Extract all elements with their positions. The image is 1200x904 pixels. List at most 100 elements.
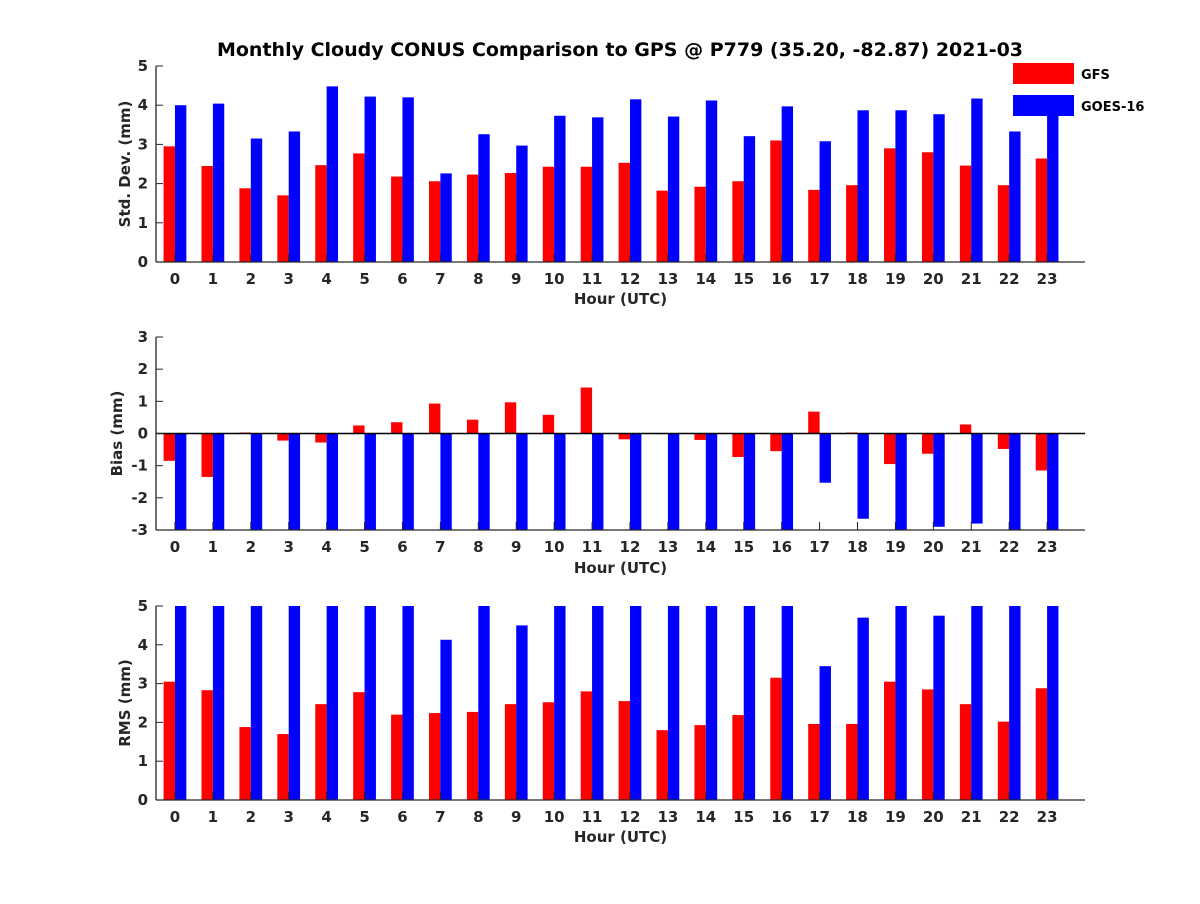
- bars: [163, 86, 1059, 262]
- bar: [478, 606, 490, 800]
- bar: [250, 433, 263, 530]
- x-tick-label: 17: [809, 808, 830, 826]
- bar: [808, 411, 820, 434]
- y-tick-label: 1: [138, 214, 148, 232]
- legend-label: GOES-16: [1081, 100, 1144, 115]
- bar: [694, 433, 706, 440]
- y-tick-label: 0: [138, 253, 148, 271]
- bar: [656, 730, 668, 800]
- bar: [364, 96, 376, 262]
- bar: [884, 433, 896, 465]
- bar: [743, 433, 756, 530]
- x-tick-label: 12: [620, 270, 641, 288]
- bar: [516, 145, 528, 262]
- bar: [429, 713, 441, 800]
- y-tick-label: 2: [138, 713, 148, 731]
- bar: [288, 433, 301, 530]
- x-tick-label: 10: [544, 270, 565, 288]
- x-tick-label: 18: [847, 538, 868, 556]
- x-tick-label: 6: [397, 270, 407, 288]
- x-tick-label: 2: [246, 808, 256, 826]
- bars: [163, 606, 1059, 800]
- bar: [288, 606, 301, 800]
- y-tick-label: 3: [138, 675, 148, 693]
- x-tick-label: 4: [321, 270, 331, 288]
- bar: [391, 714, 403, 800]
- bar: [212, 606, 225, 800]
- x-tick-label: 15: [733, 808, 754, 826]
- bar: [1009, 433, 1021, 530]
- bar: [846, 185, 858, 262]
- bar: [1047, 606, 1059, 800]
- bar: [656, 190, 668, 262]
- y-tick-label: -2: [131, 489, 148, 507]
- y-tick-label: -3: [131, 521, 148, 539]
- bar: [732, 715, 744, 800]
- x-tick-label: 1: [208, 270, 218, 288]
- bar: [997, 721, 1010, 800]
- bar: [1009, 606, 1021, 800]
- bar: [277, 734, 289, 800]
- x-tick-label: 5: [359, 808, 369, 826]
- y-tick-label: 0: [138, 791, 148, 809]
- y-axis-label: Std. Dev. (mm): [116, 101, 134, 228]
- x-tick-label: 18: [847, 808, 868, 826]
- bar: [1035, 158, 1048, 262]
- x-tick-label: 4: [321, 808, 331, 826]
- bar: [629, 99, 642, 262]
- y-tick-label: 5: [138, 597, 148, 615]
- x-axis-label: Hour (UTC): [574, 828, 667, 846]
- bar: [542, 166, 555, 262]
- bar: [694, 186, 706, 262]
- bar: [326, 86, 339, 262]
- bar: [743, 136, 756, 262]
- x-tick-label: 16: [771, 808, 792, 826]
- bar: [705, 606, 718, 800]
- bar: [288, 131, 301, 262]
- bar: [554, 433, 566, 530]
- bar: [239, 727, 251, 800]
- bar: [819, 666, 831, 800]
- bar: [516, 625, 528, 800]
- x-tick-label: 13: [657, 808, 678, 826]
- x-tick-label: 8: [473, 538, 483, 556]
- x-tick-label: 10: [544, 808, 565, 826]
- bar: [819, 141, 831, 262]
- bar: [353, 153, 365, 262]
- x-tick-label: 8: [473, 808, 483, 826]
- bar: [163, 433, 175, 461]
- bar: [364, 606, 376, 800]
- bar: [466, 711, 479, 800]
- bars: [163, 387, 1059, 530]
- x-tick-label: 21: [961, 270, 982, 288]
- bar: [212, 103, 225, 262]
- x-tick-label: 23: [1037, 538, 1058, 556]
- bar: [542, 414, 555, 434]
- x-tick-label: 14: [695, 808, 716, 826]
- x-tick-label: 10: [544, 538, 565, 556]
- bar: [504, 402, 517, 434]
- bar: [884, 681, 896, 800]
- bar: [770, 433, 782, 452]
- bar: [554, 115, 566, 262]
- bar: [705, 100, 718, 262]
- bar: [174, 433, 187, 530]
- bar: [504, 173, 517, 262]
- bar: [921, 433, 934, 454]
- y-tick-label: 2: [138, 175, 148, 193]
- bar: [504, 704, 517, 800]
- bar: [250, 606, 263, 800]
- x-tick-label: 2: [246, 538, 256, 556]
- y-tick-label: 0: [138, 425, 148, 443]
- x-tick-label: 4: [321, 538, 331, 556]
- bar: [592, 433, 604, 530]
- bar: [478, 433, 490, 530]
- bar: [580, 166, 593, 262]
- bar: [857, 617, 869, 800]
- y-tick-label: 3: [138, 135, 148, 153]
- y-tick-label: 2: [138, 360, 148, 378]
- x-tick-label: 13: [657, 538, 678, 556]
- bar: [971, 433, 983, 524]
- bar: [959, 704, 972, 800]
